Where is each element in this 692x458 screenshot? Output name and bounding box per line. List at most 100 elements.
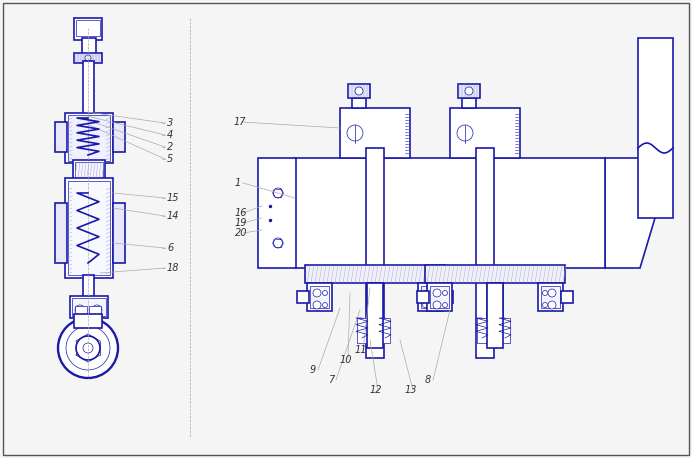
Text: 12: 12	[370, 385, 383, 395]
Bar	[367, 283, 383, 348]
Text: 15: 15	[167, 193, 179, 203]
Bar	[352, 98, 366, 108]
Polygon shape	[605, 158, 655, 268]
Bar	[367, 283, 383, 318]
Circle shape	[423, 290, 428, 295]
Text: 8: 8	[425, 375, 431, 385]
Bar	[65, 113, 113, 163]
Text: 13: 13	[405, 385, 417, 395]
Circle shape	[465, 87, 473, 95]
Bar	[487, 283, 503, 348]
Text: 6: 6	[167, 243, 173, 253]
Circle shape	[85, 55, 91, 61]
Bar	[76, 20, 100, 36]
Circle shape	[75, 305, 85, 315]
Bar	[295, 158, 605, 268]
Circle shape	[423, 302, 428, 307]
Bar	[421, 286, 440, 308]
Bar	[427, 283, 452, 311]
Bar	[476, 148, 494, 358]
Bar	[113, 122, 125, 152]
Text: 11: 11	[355, 345, 367, 355]
Circle shape	[273, 238, 283, 248]
Bar	[68, 181, 110, 275]
Bar	[75, 162, 103, 178]
Bar	[462, 98, 476, 108]
Text: 14: 14	[167, 211, 179, 221]
Bar	[82, 38, 96, 60]
Bar	[74, 314, 102, 328]
Bar	[113, 203, 125, 263]
Circle shape	[428, 289, 436, 297]
Bar	[417, 291, 429, 303]
Circle shape	[433, 301, 441, 309]
Bar	[83, 275, 94, 300]
Circle shape	[347, 125, 363, 141]
Bar	[340, 108, 410, 158]
Bar	[68, 115, 110, 161]
Bar	[477, 318, 487, 343]
Bar	[65, 178, 113, 278]
Bar	[258, 158, 296, 268]
Circle shape	[76, 336, 100, 360]
Bar	[425, 265, 565, 283]
Bar	[366, 148, 384, 358]
Text: 17: 17	[234, 117, 246, 127]
Bar	[380, 318, 390, 343]
Bar	[487, 283, 503, 318]
Bar	[73, 160, 105, 180]
Circle shape	[543, 302, 547, 307]
Bar	[430, 286, 449, 308]
Circle shape	[83, 343, 93, 353]
Bar	[450, 108, 520, 158]
Text: 5: 5	[167, 154, 173, 164]
Bar	[418, 283, 443, 311]
Bar	[500, 318, 510, 343]
Text: 10: 10	[340, 355, 352, 365]
Circle shape	[457, 125, 473, 141]
Text: 2: 2	[167, 142, 173, 152]
Text: 7: 7	[328, 375, 334, 385]
Circle shape	[433, 289, 441, 297]
Bar	[561, 291, 573, 303]
Bar	[74, 18, 102, 40]
Bar	[458, 84, 480, 98]
Text: 4: 4	[167, 130, 173, 140]
Bar	[638, 38, 673, 218]
Bar	[541, 286, 560, 308]
Bar	[538, 283, 563, 311]
Circle shape	[66, 326, 110, 370]
Circle shape	[313, 289, 321, 297]
Circle shape	[543, 290, 547, 295]
Circle shape	[273, 188, 283, 198]
Circle shape	[92, 305, 102, 315]
Bar	[370, 287, 380, 315]
Circle shape	[313, 301, 321, 309]
Bar	[83, 61, 94, 123]
Text: 3: 3	[167, 118, 173, 128]
Bar	[70, 296, 108, 318]
Circle shape	[322, 302, 327, 307]
Circle shape	[442, 290, 448, 295]
Circle shape	[548, 301, 556, 309]
Bar	[310, 286, 329, 308]
Bar	[357, 318, 367, 343]
Text: 1: 1	[235, 178, 242, 188]
Text: 16: 16	[235, 208, 248, 218]
Circle shape	[322, 290, 327, 295]
Circle shape	[442, 302, 448, 307]
Bar	[72, 298, 106, 316]
Bar	[89, 306, 101, 314]
Circle shape	[428, 301, 436, 309]
Bar	[441, 291, 453, 303]
Bar	[490, 287, 500, 315]
Text: 19: 19	[235, 218, 248, 228]
Circle shape	[355, 87, 363, 95]
Text: 9: 9	[310, 365, 316, 375]
Circle shape	[58, 318, 118, 378]
Bar	[55, 203, 67, 263]
Bar	[305, 265, 445, 283]
Circle shape	[548, 289, 556, 297]
Bar	[74, 53, 102, 63]
Bar	[55, 122, 67, 152]
